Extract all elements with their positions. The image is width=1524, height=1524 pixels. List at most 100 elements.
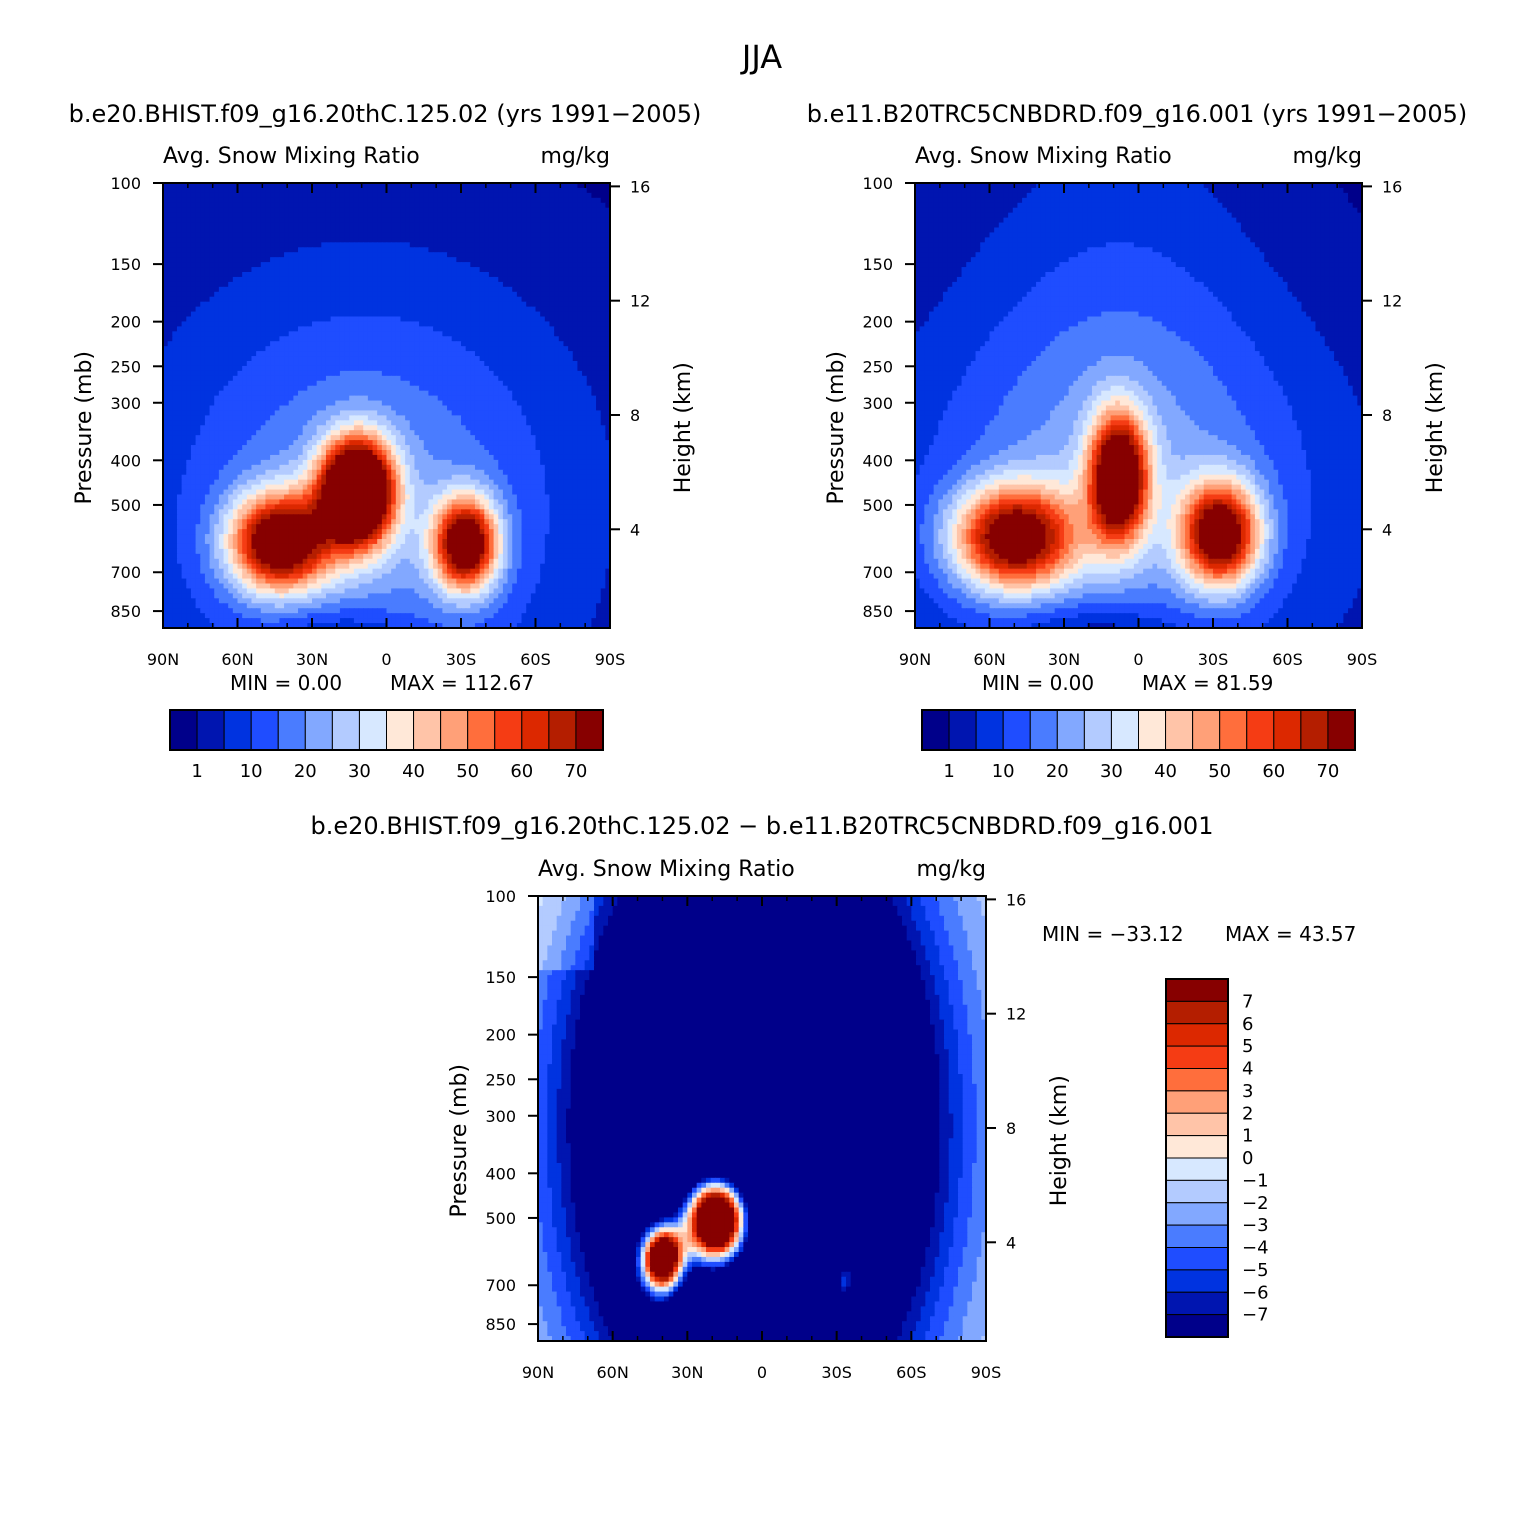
heatmap-cell	[195, 375, 201, 382]
heatmap-cell	[358, 316, 364, 323]
heatmap-cell	[549, 380, 555, 387]
heatmap-cell	[270, 365, 276, 372]
heatmap-cell	[572, 385, 579, 392]
heatmap-cell	[544, 187, 551, 194]
heatmap-cell	[433, 430, 439, 436]
heatmap-cell	[493, 247, 499, 253]
heatmap-cell	[302, 207, 308, 214]
heatmap-cell	[363, 370, 369, 377]
heatmap-cell	[321, 380, 327, 387]
heatmap-cell	[270, 370, 276, 377]
heatmap-cell	[400, 425, 406, 431]
heatmap-cell	[502, 237, 509, 243]
heatmap-cell	[535, 207, 541, 214]
heatmap-cell	[405, 222, 411, 229]
heatmap-cell	[339, 242, 346, 248]
heatmap-cell	[232, 262, 239, 268]
heatmap-cell	[163, 336, 169, 342]
heatmap-cell	[363, 227, 369, 234]
heatmap-cell	[363, 356, 369, 362]
heatmap-cell	[586, 430, 592, 436]
heatmap-cell	[465, 183, 471, 189]
heatmap-cell	[325, 415, 332, 421]
heatmap-cell	[353, 365, 360, 372]
heatmap-cell	[405, 227, 411, 234]
heatmap-cell	[302, 351, 308, 357]
heatmap-cell	[372, 420, 378, 426]
heatmap-cell	[540, 390, 546, 397]
heatmap-cell	[512, 252, 518, 258]
heatmap-cell	[582, 400, 588, 407]
heatmap-cell	[419, 356, 425, 362]
heatmap-cell	[256, 316, 262, 323]
heatmap-cell	[400, 430, 406, 436]
heatmap-cell	[554, 291, 560, 298]
heatmap-cell	[223, 281, 229, 288]
heatmap-cell	[200, 410, 206, 416]
heatmap-cell	[400, 222, 406, 229]
heatmap-cell	[176, 356, 183, 362]
heatmap-cell	[563, 272, 569, 278]
heatmap-cell	[568, 281, 574, 288]
heatmap-cell	[423, 365, 430, 372]
heatmap-cell	[372, 183, 378, 189]
heatmap-cell	[461, 207, 467, 214]
heatmap-cell	[535, 237, 541, 243]
heatmap-cell	[256, 222, 262, 229]
heatmap-cell	[596, 316, 602, 323]
heatmap-cell	[298, 197, 304, 204]
heatmap-cell	[395, 291, 402, 298]
heatmap-cell	[339, 291, 346, 298]
heatmap-cell	[260, 301, 267, 308]
heatmap-cell	[437, 247, 443, 253]
heatmap-cell	[512, 296, 518, 303]
heatmap-cell	[568, 415, 574, 421]
heatmap-cell	[312, 405, 318, 412]
heatmap-cell	[544, 385, 551, 392]
heatmap-cell	[442, 232, 448, 238]
heatmap-cell	[572, 232, 579, 238]
heatmap-cell	[391, 247, 397, 253]
heatmap-cell	[302, 370, 308, 377]
heatmap-cell	[530, 217, 537, 224]
heatmap-cell	[330, 316, 336, 323]
heatmap-cell	[414, 183, 420, 189]
heatmap-cell	[502, 351, 509, 357]
heatmap-cell	[582, 430, 588, 436]
heatmap-cell	[540, 415, 546, 421]
heatmap-cell	[540, 425, 546, 431]
heatmap-cell	[428, 370, 434, 377]
heatmap-cell	[400, 331, 406, 337]
heatmap-cell	[325, 395, 332, 402]
heatmap-cell	[256, 415, 262, 421]
heatmap-cell	[400, 252, 406, 258]
heatmap-cell	[330, 326, 336, 332]
heatmap-cell	[591, 296, 597, 303]
heatmap-cell	[288, 336, 294, 342]
heatmap-cell	[591, 183, 597, 189]
heatmap-cell	[321, 301, 327, 308]
heatmap-cell	[223, 430, 229, 436]
heatmap-cell	[558, 291, 565, 298]
heatmap-cell	[274, 217, 281, 224]
heatmap-cell	[321, 341, 327, 347]
heatmap-cell	[298, 370, 304, 377]
heatmap-cell	[325, 183, 332, 189]
heatmap-cell	[391, 267, 397, 273]
heatmap-cell	[228, 385, 234, 392]
heatmap-cell	[172, 202, 178, 209]
heatmap-cell	[414, 331, 420, 337]
heatmap-cell	[298, 252, 304, 258]
heatmap-cell	[521, 296, 527, 303]
heatmap-cell	[586, 306, 592, 313]
heatmap-cell	[218, 336, 225, 342]
heatmap-cell	[167, 197, 173, 204]
heatmap-cell	[316, 326, 322, 332]
heatmap-cell	[172, 291, 178, 298]
heatmap-cell	[428, 306, 434, 313]
heatmap-cell	[572, 365, 579, 372]
heatmap-cell	[502, 425, 509, 431]
heatmap-cell	[484, 351, 490, 357]
heatmap-cell	[405, 301, 411, 308]
heatmap-cell	[596, 187, 602, 194]
